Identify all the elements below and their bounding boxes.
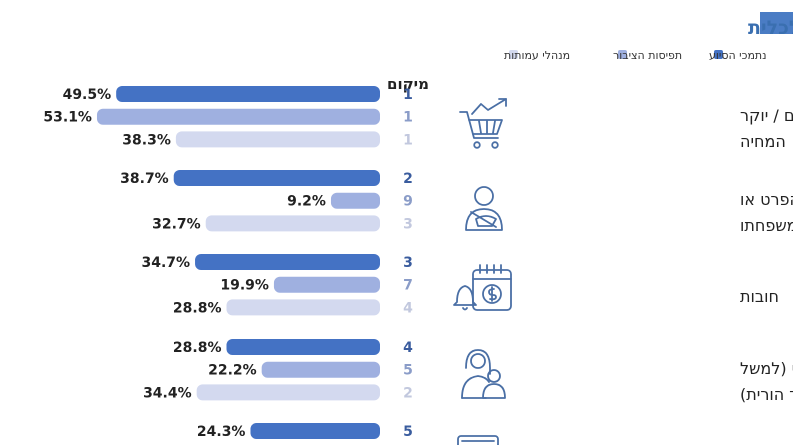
rank-s0-c2: 3 [403,255,413,271]
bar-s0-c0 [116,86,380,102]
bar-s1-c1 [330,192,380,209]
bar-s0-c4 [250,423,380,439]
legend-swatch-1 [618,50,627,59]
rank-s2-c1: 3 [403,216,413,232]
bar-s2-c3 [196,384,380,401]
icons [453,98,512,445]
single-parent-icon [461,349,506,399]
rank-header: מיקום [387,75,429,93]
rank-s1-c3: 5 [403,363,413,379]
value-label-s0-c2: 34.7% [141,255,190,271]
legend-swatch-0 [714,50,723,59]
shopping-cart-icon [459,98,507,149]
rank-s2-c2: 4 [403,300,413,316]
injured-person-icon [465,186,503,231]
bar-s1-c2 [273,276,380,293]
rank-s2-c3: 2 [403,385,413,401]
value-label-s0-c0: 49.5% [63,87,112,103]
bar-s1-c3 [261,361,380,378]
factor-label-1-line-1: של אדם אחר במשפחתו [740,216,793,235]
rank-s2-c0: 1 [403,132,413,148]
legend-label-2: מנהלי עמותות [504,49,570,62]
value-label-s2-c1: 32.7% [152,216,201,232]
legend-swatch-2 [509,50,518,59]
bar-s2-c2 [226,299,380,316]
bar-s0-c2 [195,254,380,270]
legend: נתמכי הסיוע תפיסות הציבור מנהלי עמותות [504,49,767,62]
value-label-s0-c1: 38.7% [120,171,169,187]
money-icon [457,435,499,445]
legend-label-1: תפיסות הציבור [613,49,682,62]
rank-s0-c1: 2 [403,171,413,187]
value-label-s0-c4: 24.3% [197,424,246,440]
value-label-s2-c2: 28.8% [173,300,222,316]
rank-s0-c0: 1 [403,87,413,103]
chart-title: הגורמים למצוקה כלכלית [748,17,793,39]
legend-label-0: נתמכי הסיוע [709,49,767,62]
rank-s1-c2: 7 [403,278,413,294]
rank-s0-c3: 4 [403,340,413,356]
rank-s1-c0: 1 [403,110,413,126]
accent-box [760,12,793,34]
factor-label-0-line-1: המחיה [740,132,786,151]
value-label-s1-c3: 22.2% [208,363,257,379]
bar-s1-c0 [96,108,381,125]
factor-label-0-line-0: עליית מחירים / יוקר [740,106,793,125]
factor-label-2-line-0: חובות [740,287,779,306]
value-label-s2-c3: 34.4% [143,385,192,401]
factor-label-3-line-1: משפחה חד הורית) [740,385,793,404]
bars: 49.5% 1 38.7% 2 34.7% 3 28.8% 4 24.3% 5 53.1% 1 9.2%… [43,86,413,440]
value-label-s0-c3: 28.8% [173,340,222,356]
factor-label-3-line-0: מבנה משפחתי (למשל [740,359,793,378]
value-label-s1-c2: 19.9% [220,278,269,294]
value-label-s2-c0: 38.3% [122,132,171,148]
bar-s0-c1 [173,170,380,186]
bar-s2-c0 [175,131,380,148]
factors: עליית מחירים / יוקר המחיה מחלה / נכות של ה… [740,106,793,404]
rank-s1-c1: 9 [403,194,413,210]
value-label-s1-c0: 53.1% [43,110,92,126]
bar-s0-c3 [226,339,380,355]
debt-calendar-icon [453,264,512,311]
rank-s0-c4: 5 [403,424,413,440]
bar-s2-c1 [205,215,380,232]
value-label-s1-c1: 9.2% [287,194,326,210]
